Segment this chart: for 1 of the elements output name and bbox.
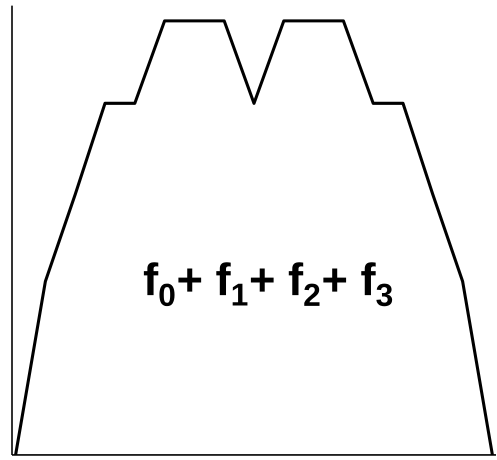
annotation: f$_{0}$+ f$_{1}$+ f$_{2}$+ f$_{3}$ [144,262,392,306]
